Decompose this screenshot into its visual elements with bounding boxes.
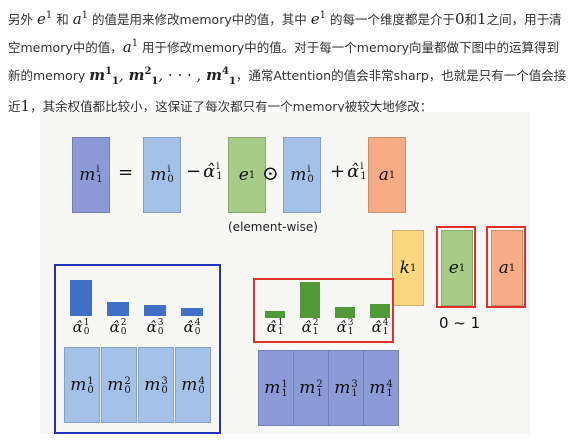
attention-weight-label: α̂ 1 0 bbox=[72, 318, 90, 337]
attention-bar bbox=[181, 307, 203, 316]
memory-sequence: m11, m21, · · · , m41 bbox=[89, 66, 236, 87]
equals-sign: = bbox=[118, 162, 134, 183]
text-segment: 和 bbox=[52, 12, 73, 27]
attention-weight-label: α̂ 1 1 bbox=[266, 318, 284, 337]
e1-symbol: e1 bbox=[36, 10, 53, 28]
plus-alpha-term: + α̂ i 1 bbox=[330, 160, 367, 182]
text-segment: 另外 bbox=[8, 12, 37, 27]
a1-symbol: a1 bbox=[122, 38, 139, 56]
attention-bar bbox=[370, 304, 390, 318]
add-vector-highlight bbox=[486, 226, 526, 308]
one-symbol: 1 bbox=[477, 10, 487, 28]
minus-alpha-term: − α̂ i 1 bbox=[186, 160, 223, 182]
attention-bar bbox=[70, 279, 92, 316]
attention-weight-label: α̂ 3 1 bbox=[336, 318, 354, 337]
text-segment: 用于修改memory中的值。对于每一个memory向量都做下图中的运算得到新的m… bbox=[8, 40, 559, 83]
attention-weight-label: α̂ 2 0 bbox=[109, 318, 127, 337]
old-memory-group-frame bbox=[54, 264, 221, 434]
element-wise-caption: (element-wise) bbox=[228, 220, 318, 234]
erase-vector-highlight bbox=[436, 226, 476, 308]
attention-bar bbox=[265, 310, 285, 318]
a1-symbol: a1 bbox=[72, 10, 89, 28]
description-paragraph: 另外 e1 和 a1 的值是用来修改memory中的值，其中 e1 的每一个维度… bbox=[8, 4, 568, 119]
zero-symbol: 0 bbox=[454, 10, 465, 28]
attention-bar bbox=[107, 301, 129, 316]
attention-weight-label: α̂ 3 0 bbox=[146, 318, 164, 337]
text-segment: 的值是用来修改memory中的值，其中 bbox=[88, 12, 311, 27]
new-attention-frame bbox=[253, 278, 394, 343]
text-segment: 的每一个维度都是介于 bbox=[325, 12, 455, 27]
attention-bar bbox=[300, 282, 320, 318]
e1-symbol: e1 bbox=[310, 10, 326, 28]
element-wise-product-sign: ⊙ bbox=[262, 161, 279, 185]
value-range-label: 0 ~ 1 bbox=[439, 314, 481, 332]
attention-weight-label: α̂ 4 1 bbox=[371, 318, 389, 337]
text-segment: ，通常Attention的值会非常sharp，也就是只有一个值会接近 bbox=[8, 68, 567, 114]
one-symbol: 1 bbox=[20, 97, 31, 115]
attention-bar bbox=[335, 307, 355, 318]
text-segment: 之间，用于清空memory中的值， bbox=[8, 12, 562, 55]
attention-weight-label: α̂ 4 0 bbox=[183, 318, 201, 337]
text-segment: 和 bbox=[464, 12, 478, 27]
attention-weight-label: α̂ 2 1 bbox=[301, 318, 319, 337]
attention-bar bbox=[144, 304, 166, 316]
text-segment: ，其余权值都比较小，这保证了每次都只有一个memory被较大地修改： bbox=[30, 99, 433, 114]
